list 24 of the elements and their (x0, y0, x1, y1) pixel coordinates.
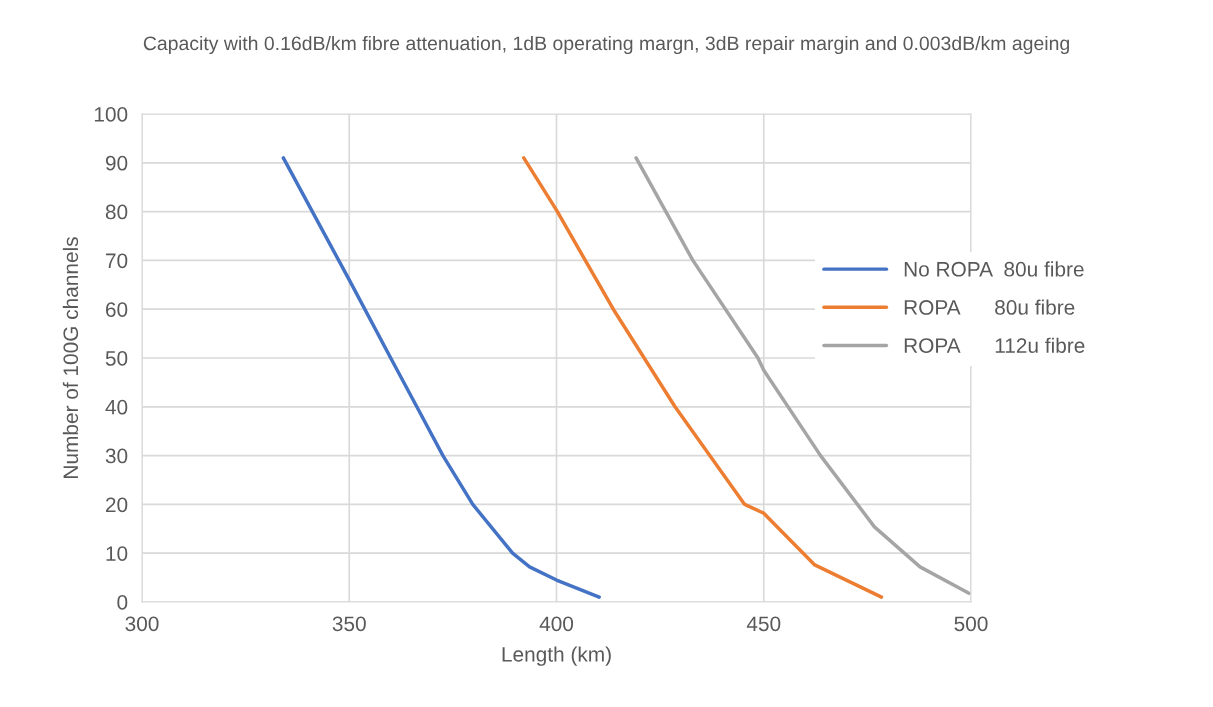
y-tick-label: 0 (117, 595, 128, 610)
x-axis-title: Length (km) (502, 646, 611, 666)
y-tick-label: 30 (105, 448, 128, 464)
y-tick-label: 70 (106, 253, 128, 269)
y-tick-label: 50 (105, 351, 128, 366)
y-tick-label: 80 (105, 204, 128, 220)
line-series (522, 156, 884, 599)
legend-label: ROPA 80u fibre (904, 299, 1075, 315)
x-tick-label: 300 (125, 616, 159, 632)
y-tick-label: 20 (105, 497, 128, 513)
x-tick-label: 450 (746, 616, 781, 632)
legend-label: ROPA 112u fibre (904, 337, 1085, 353)
y-axis-title: Number of 100G channels (62, 237, 79, 478)
y-tick-label: 60 (106, 302, 128, 317)
y-tick-label: 10 (106, 546, 128, 561)
line-series (281, 156, 601, 599)
y-tick-label: 100 (94, 107, 128, 122)
y-tick-label: 90 (105, 155, 128, 171)
chart-title: Capacity with 0.16dB/km fibre attenuation, 1dB operating margn, 3dB repair margin and 0.003dB/km ageing (143, 35, 1069, 55)
y-tick-label: 40 (105, 399, 128, 415)
legend-label: No ROPA 80u fibre (904, 261, 1084, 277)
x-tick-label: 500 (954, 616, 988, 632)
x-tick-label: 350 (332, 616, 366, 632)
x-tick-label: 400 (539, 616, 574, 632)
